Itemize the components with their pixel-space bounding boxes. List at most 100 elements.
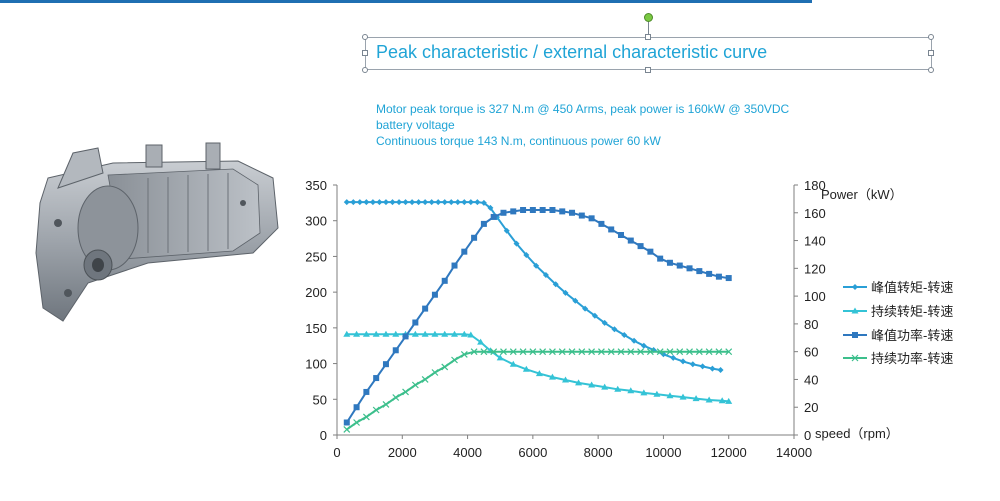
y2-tick-label: 0 bbox=[804, 428, 811, 443]
data-point bbox=[725, 348, 733, 356]
data-point bbox=[411, 330, 419, 337]
y2-tick-label: 60 bbox=[804, 345, 818, 360]
data-point bbox=[373, 375, 380, 382]
data-point bbox=[666, 259, 673, 266]
data-point bbox=[608, 226, 615, 233]
data-point bbox=[396, 199, 403, 206]
resize-handle-bottom-left[interactable] bbox=[362, 67, 368, 73]
data-point bbox=[851, 354, 859, 362]
data-point bbox=[490, 348, 498, 356]
data-point bbox=[474, 199, 481, 206]
x-tick-label: 2000 bbox=[388, 445, 417, 460]
data-point bbox=[389, 199, 396, 206]
y-tick-label: 100 bbox=[305, 357, 327, 372]
data-point bbox=[402, 199, 409, 206]
data-point bbox=[718, 397, 726, 404]
data-point bbox=[500, 209, 507, 216]
y2-tick-label: 160 bbox=[804, 206, 826, 221]
data-point bbox=[523, 252, 530, 258]
y-tick-label: 50 bbox=[313, 392, 327, 407]
data-point bbox=[686, 348, 693, 356]
y-tick-label: 300 bbox=[305, 214, 327, 229]
data-point bbox=[686, 265, 693, 272]
resize-handle-bottom[interactable] bbox=[645, 67, 651, 73]
data-point bbox=[646, 348, 654, 356]
data-point bbox=[471, 234, 478, 241]
data-point bbox=[402, 388, 409, 396]
top-rule bbox=[0, 0, 812, 3]
data-point bbox=[588, 381, 596, 388]
data-point bbox=[601, 383, 609, 390]
data-point bbox=[510, 208, 517, 215]
data-point bbox=[454, 199, 461, 206]
data-point bbox=[552, 281, 559, 288]
data-point bbox=[343, 419, 350, 426]
data-point bbox=[519, 348, 527, 356]
resize-handle-top-right[interactable] bbox=[928, 34, 934, 40]
data-point bbox=[441, 277, 448, 284]
data-point bbox=[467, 199, 474, 206]
data-point bbox=[460, 330, 468, 337]
legend-label: 峰值转矩-转速 bbox=[871, 280, 953, 295]
spec-line-peak: Motor peak torque is 327 N.m @ 450 Arms,… bbox=[376, 102, 790, 116]
data-point bbox=[852, 332, 858, 338]
data-point bbox=[559, 208, 566, 215]
data-point bbox=[461, 248, 468, 255]
data-point bbox=[679, 393, 687, 400]
resize-handle-right[interactable] bbox=[928, 50, 934, 56]
series-line bbox=[346, 350, 729, 431]
data-point bbox=[343, 199, 350, 206]
slide-title: Peak characteristic / external character… bbox=[376, 42, 768, 62]
resize-handle-top-left[interactable] bbox=[362, 34, 368, 40]
resize-handle-top[interactable] bbox=[645, 34, 651, 40]
data-point bbox=[421, 330, 429, 337]
data-point bbox=[548, 373, 556, 380]
data-point bbox=[500, 348, 507, 356]
x-axis-title: speed（rpm） bbox=[815, 426, 899, 441]
data-point bbox=[421, 376, 429, 383]
x-tick-label: 0 bbox=[333, 445, 340, 460]
data-point bbox=[372, 406, 380, 414]
data-point bbox=[428, 199, 435, 206]
data-point bbox=[653, 390, 661, 397]
data-point bbox=[363, 388, 370, 395]
data-point bbox=[676, 348, 684, 356]
legend-label: 持续转矩-转速 bbox=[871, 304, 953, 319]
data-point bbox=[591, 312, 598, 319]
y2-tick-label: 100 bbox=[804, 289, 826, 304]
series-line bbox=[346, 201, 721, 371]
motor-image bbox=[35, 142, 279, 322]
data-point bbox=[558, 348, 566, 356]
data-point bbox=[435, 199, 442, 206]
data-point bbox=[487, 204, 494, 211]
data-point bbox=[621, 332, 628, 338]
data-point bbox=[637, 243, 644, 250]
data-point bbox=[451, 262, 458, 269]
y2-tick-label: 140 bbox=[804, 234, 826, 249]
resize-handle-left[interactable] bbox=[362, 50, 368, 56]
data-point bbox=[627, 387, 635, 394]
y2-tick-label: 20 bbox=[804, 400, 818, 415]
resize-handle-bottom-right[interactable] bbox=[928, 67, 934, 73]
data-point bbox=[480, 199, 487, 206]
data-point bbox=[542, 272, 549, 278]
data-point bbox=[522, 365, 530, 372]
rotate-handle[interactable] bbox=[644, 13, 653, 22]
data-point bbox=[631, 337, 638, 344]
data-point bbox=[392, 394, 400, 401]
data-point bbox=[431, 330, 439, 337]
data-point bbox=[448, 199, 455, 206]
data-point bbox=[709, 365, 716, 372]
y2-tick-label: 40 bbox=[804, 372, 818, 387]
data-point bbox=[477, 338, 485, 345]
y2-tick-label: 180 bbox=[804, 178, 826, 193]
x-tick-label: 14000 bbox=[776, 445, 812, 460]
data-point bbox=[382, 330, 390, 337]
x-tick-label: 12000 bbox=[711, 445, 747, 460]
data-point bbox=[562, 376, 569, 383]
x-tick-label: 6000 bbox=[518, 445, 547, 460]
data-point bbox=[582, 305, 589, 312]
data-point bbox=[637, 348, 645, 356]
data-point bbox=[431, 291, 438, 298]
data-point bbox=[451, 356, 458, 364]
